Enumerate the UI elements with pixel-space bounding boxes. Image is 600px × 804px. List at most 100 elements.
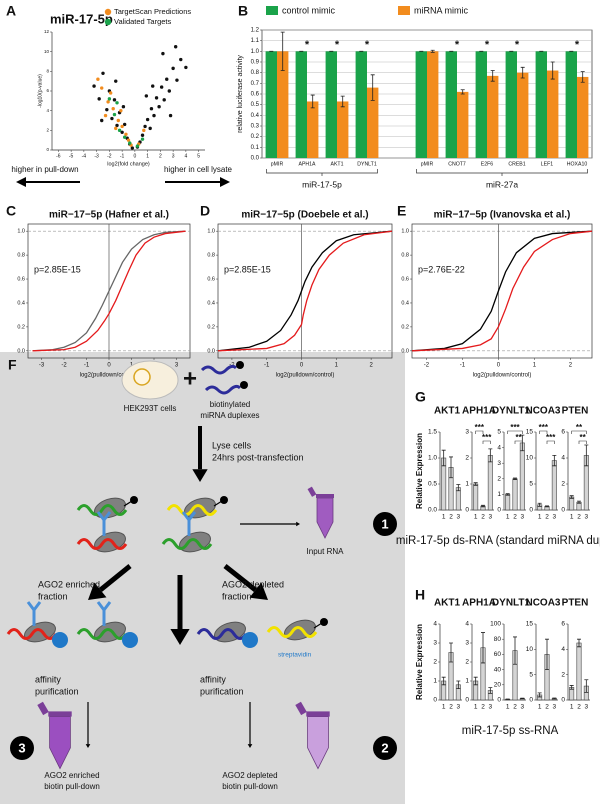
x-tick-label: -1 (84, 363, 90, 369)
data-point (120, 124, 124, 129)
tube-cap (48, 711, 72, 717)
data-point (159, 85, 164, 89)
data-point (112, 98, 117, 102)
x-tick-label: 1 (474, 704, 478, 711)
arrow-head (220, 177, 230, 187)
y-tick-label: 2 (433, 659, 437, 666)
x-tick-label: 2 (513, 514, 517, 521)
bar (551, 460, 557, 511)
bar (265, 51, 277, 159)
y-tick-label: 5 (529, 481, 533, 488)
tube-lid (307, 486, 317, 497)
error-bar (481, 632, 485, 664)
x-axis-label: log2(pulldown/control) (80, 373, 139, 379)
error-bar (550, 61, 555, 80)
y-tick-label: 0 (465, 507, 469, 514)
antibody (96, 601, 112, 626)
error-bar (488, 448, 493, 463)
bar (512, 478, 518, 511)
output-label: biotin pull-down (44, 782, 100, 791)
error-bar (460, 89, 465, 95)
y-tick-label: 12 (44, 29, 50, 34)
data-point (96, 77, 100, 81)
arrow-head (85, 744, 91, 748)
y-tick-label: 0.0 (428, 507, 437, 514)
step-number-circle (373, 736, 397, 760)
data-point (143, 124, 147, 129)
plus-sign: + (183, 365, 197, 392)
chart-title: PTEN (562, 598, 589, 609)
y-tick-label: 0 (497, 507, 501, 514)
legend-label: TargetScan Predictions (114, 7, 191, 16)
y-tick-label: 10 (526, 646, 534, 653)
bar (337, 101, 349, 158)
biotin (240, 381, 248, 389)
y-tick-label: 0.0 (401, 348, 409, 354)
y-tick-label: 0 (465, 697, 469, 704)
bar (576, 642, 582, 701)
y-tick-label: 0.5 (251, 102, 260, 108)
error-bar (520, 697, 525, 700)
chart-title: AKT1 (434, 598, 461, 609)
x-tick-label: -1 (120, 153, 125, 159)
data-point (116, 118, 121, 123)
cdf-line (411, 230, 593, 352)
x-tick-label: 0 (133, 153, 136, 159)
bar (519, 442, 525, 511)
error-bar (545, 505, 549, 508)
significance-bracket (507, 430, 523, 434)
error-bar (552, 697, 557, 700)
y-tick-label: 1.0 (251, 49, 260, 55)
error-bar (569, 495, 574, 499)
x-tick-label: -3 (39, 363, 45, 369)
x-tick-label: -2 (424, 363, 430, 369)
group-label: miR-27a (486, 179, 518, 189)
y-tick-label: 0.8 (251, 70, 260, 76)
x-tick-label: CREB1 (508, 161, 525, 167)
data-point (124, 132, 128, 136)
legend-label: Validated Targets (114, 17, 172, 26)
output-label: AGO2 enriched (44, 771, 99, 780)
significance-bracket (514, 440, 523, 444)
x-tick-label: 2 (513, 704, 517, 711)
error-bar (537, 502, 542, 507)
y-tick-label: 0 (46, 147, 49, 152)
significance-bracket (539, 430, 548, 434)
error-bar (537, 692, 542, 698)
bar (517, 72, 529, 158)
significance-bracket (571, 430, 587, 434)
x-tick-label: E2F6 (481, 161, 494, 167)
error-bar (584, 444, 589, 467)
x-tick-label: DYNLT1 (357, 161, 377, 167)
data-point (179, 57, 183, 62)
significance-label: * (515, 39, 520, 51)
data-point (115, 123, 119, 128)
significance-label: * (365, 39, 370, 51)
y-tick-label: 1 (465, 678, 469, 685)
data-point (121, 105, 126, 109)
data-point (142, 128, 146, 133)
axis-line (51, 32, 205, 151)
bar (473, 483, 479, 511)
data-point (154, 96, 159, 100)
chart-title: miR−17−5p (Hafner et al.) (49, 210, 169, 221)
significance-label: *** (546, 433, 556, 442)
step-label: purification (200, 686, 244, 696)
x-tick-label: -5 (69, 153, 74, 159)
data-point (145, 117, 150, 122)
x-tick-label: -2 (107, 153, 112, 159)
y-tick-label: 0.0 (207, 348, 215, 354)
bar (487, 455, 493, 511)
bar (295, 51, 307, 159)
data-point (120, 130, 124, 134)
y-tick-label: 0.2 (207, 324, 215, 330)
arrow (98, 564, 132, 592)
biotin (130, 496, 138, 504)
x-tick-label: 3 (172, 153, 175, 159)
significance-label: * (455, 39, 460, 51)
error-bar (520, 66, 525, 79)
y-tick-label: 0.6 (207, 276, 215, 282)
bar (505, 494, 511, 511)
y-tick-label: 0.8 (207, 253, 215, 259)
chart-title: AKT1 (434, 406, 461, 417)
